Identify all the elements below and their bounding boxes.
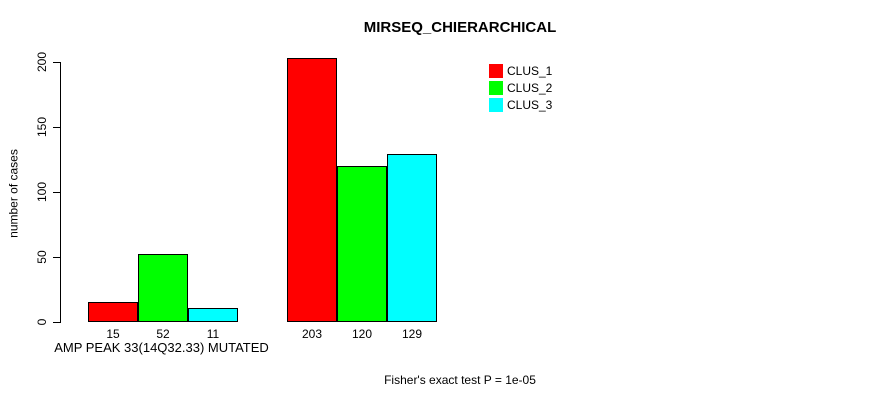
legend-item-label: CLUS_1 — [507, 64, 553, 78]
bar-value-label: 11 — [206, 327, 220, 341]
chart-title: MIRSEQ_CHIERARCHICAL — [363, 19, 557, 36]
legend-item: CLUS_3 — [489, 98, 552, 112]
bar-clus_2-group1 — [138, 254, 188, 322]
y-axis-line — [60, 62, 61, 323]
bar-value-label: 129 — [401, 327, 423, 341]
bar-value-label: 15 — [106, 327, 120, 341]
y-axis-tick — [53, 62, 60, 63]
legend-swatch-icon — [489, 81, 503, 95]
y-axis-tick-label: 150 — [35, 116, 49, 138]
bar-clus_1-group1 — [88, 302, 138, 322]
legend-item: CLUS_2 — [489, 81, 552, 95]
y-axis-tick — [53, 192, 60, 193]
footnote: Fisher's exact test P = 1e-05 — [384, 373, 536, 387]
y-axis-tick-label: 50 — [35, 250, 49, 264]
y-axis-tick — [53, 127, 60, 128]
bar-clus_1-group2 — [287, 58, 337, 322]
bar-clus_3-group1 — [188, 308, 238, 322]
y-axis-tick-label: 100 — [35, 181, 49, 203]
legend-item: CLUS_1 — [489, 64, 552, 78]
x-axis-title: AMP PEAK 33(14Q32.33) MUTATED — [54, 340, 269, 355]
legend-item-label: CLUS_3 — [507, 98, 553, 112]
legend: CLUS_1 CLUS_2 CLUS_3 — [489, 64, 552, 115]
y-axis-tick-label: 200 — [35, 51, 49, 73]
bar-value-label: 52 — [156, 327, 170, 341]
legend-swatch-icon — [489, 98, 503, 112]
bar-value-label: 120 — [351, 327, 373, 341]
bar-clus_2-group2 — [337, 166, 387, 322]
legend-swatch-icon — [489, 64, 503, 78]
bar-clus_3-group2 — [387, 154, 437, 322]
y-axis-tick — [53, 257, 60, 258]
bar-value-label: 203 — [301, 327, 323, 341]
y-axis-tick — [53, 322, 60, 323]
legend-item-label: CLUS_2 — [507, 81, 553, 95]
y-axis-title: number of cases — [6, 149, 21, 238]
y-axis-tick-label: 0 — [35, 318, 49, 326]
